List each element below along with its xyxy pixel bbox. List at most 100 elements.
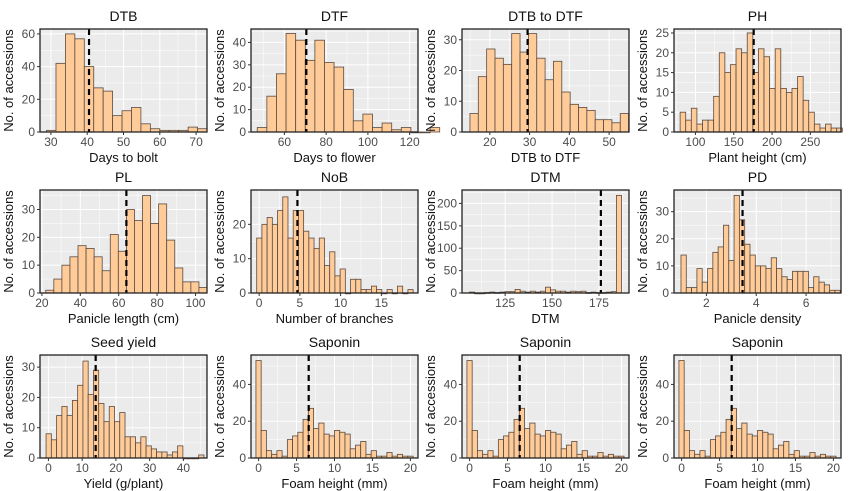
y-axis-label: No. of accessions (1, 190, 16, 293)
histogram-bar (329, 251, 336, 294)
histogram-bar (343, 89, 354, 133)
histogram-bar (712, 251, 719, 294)
x-tick-label: 5 (716, 461, 723, 475)
y-axis-label: No. of accessions (212, 29, 227, 132)
y-tick-label: 40 (656, 377, 670, 391)
histogram-bar (767, 433, 774, 459)
x-tick-label: 10 (334, 296, 348, 310)
histogram-bar (121, 110, 132, 133)
histogram-bar (370, 450, 377, 459)
panel-dtf: 60 80 100 120 0 10 20 30 40 DTF Days to flower No. … (212, 8, 441, 165)
y-tick-label: 10 (22, 421, 36, 435)
histogram-bar (352, 120, 364, 133)
histogram-bar (566, 444, 573, 459)
y-tick-label: 30 (656, 205, 670, 219)
histogram-bar (808, 111, 815, 133)
x-axis-label: DTM (531, 311, 559, 326)
histogram-bar (298, 210, 305, 294)
panel-saponin-3: 0 5 10 15 20 0 20 40 Saponin Foam height (mm) No. … (635, 334, 842, 491)
y-tick-label: 0 (239, 125, 246, 139)
x-tick-label: 0 (678, 461, 685, 475)
histogram-bar (539, 435, 546, 459)
histogram-bar (266, 95, 277, 133)
histogram-bar (529, 422, 536, 459)
histogram-bar (741, 52, 748, 133)
histogram-bar (145, 445, 152, 459)
histogram-bar (578, 107, 588, 133)
histogram-bar (513, 418, 520, 459)
histogram-bar (355, 444, 362, 459)
y-tick-label: 30 (22, 202, 36, 216)
histogram-bar (466, 360, 473, 459)
histogram-bar (256, 237, 263, 294)
histogram-bar (324, 265, 331, 294)
histogram-bar (303, 230, 310, 294)
histogram-bar (182, 281, 192, 294)
histogram-bar (696, 123, 703, 133)
histogram-bar (797, 76, 804, 133)
x-tick-label: 5 (297, 296, 304, 310)
y-axis-label: No. of accessions (1, 355, 16, 458)
histogram-bar (286, 439, 293, 459)
histogram-bar (536, 57, 546, 133)
x-tick-label: 5 (293, 461, 300, 475)
panel-dtm: 125 150 175 0 50 100 150 200 DTM DTM No. of access… (423, 169, 630, 326)
histogram-bar (295, 39, 306, 133)
histogram-bar (754, 265, 762, 294)
y-tick-label: 60 (22, 27, 36, 41)
x-axis-label: Yield (g/plant) (84, 476, 164, 491)
histogram-bar (318, 422, 325, 459)
panel-nob: 0 5 10 15 0 10 20 NoB Number of branches No. of a… (212, 169, 419, 326)
histogram-bar (680, 254, 687, 294)
y-tick-label: 30 (444, 33, 458, 47)
histogram-bar (129, 436, 136, 459)
histogram-bar (487, 450, 494, 459)
histogram-bar (728, 260, 735, 294)
y-tick-label: 100 (437, 241, 457, 255)
histogram-bar (786, 279, 793, 294)
x-tick-label: 10 (751, 461, 765, 475)
y-tick-label: 20 (233, 80, 247, 94)
panel-ph: 100 150 200 250 0 5 10 15 20 25 PH Plant height (cm… (635, 8, 843, 165)
histogram-bar (190, 281, 200, 294)
histogram-bar (597, 452, 604, 459)
histogram-bar (61, 406, 68, 459)
plot-border (461, 189, 630, 294)
histogram-bar (702, 119, 709, 133)
histogram-bar (723, 224, 730, 294)
x-tick-label: 2 (703, 296, 710, 310)
histogram-bar (524, 428, 531, 459)
histogram-bar (87, 393, 94, 459)
histogram-bar (730, 64, 737, 133)
histogram-bar (791, 88, 798, 133)
histogram-bar (619, 113, 630, 133)
x-tick-label: 200 (762, 135, 782, 149)
y-tick-label: 40 (233, 35, 247, 49)
plot-border (250, 189, 419, 294)
panel-title: DTB (110, 8, 138, 24)
panel-title: PL (115, 169, 132, 185)
y-tick-label: 0 (662, 125, 669, 139)
y-tick-label: 5 (662, 105, 669, 119)
histogram-bar (50, 439, 57, 459)
histogram-bar (725, 418, 732, 459)
histogram-bar (545, 430, 552, 459)
histogram-bar (103, 421, 110, 459)
x-tick-label: 0 (255, 461, 262, 475)
histogram-bar (302, 418, 309, 459)
panel-pl: 20 40 60 80 100 0 10 20 30 PL Panicle length (cm) N… (1, 169, 208, 326)
y-tick-label: 30 (233, 58, 247, 72)
y-tick-label: 30 (22, 360, 36, 374)
histogram-bar (678, 360, 685, 459)
histogram-bar (594, 119, 604, 133)
x-tick-label: 15 (375, 296, 389, 310)
histogram-bar (187, 126, 198, 133)
histogram-bar (555, 433, 562, 459)
x-tick-label: 60 (112, 296, 126, 310)
histogram-bar (85, 248, 95, 294)
histogram-bar (334, 430, 341, 459)
x-tick-label: 15 (366, 461, 380, 475)
histogram-bar (77, 384, 84, 459)
histogram-bar (508, 431, 515, 459)
histogram-bar (685, 119, 692, 133)
